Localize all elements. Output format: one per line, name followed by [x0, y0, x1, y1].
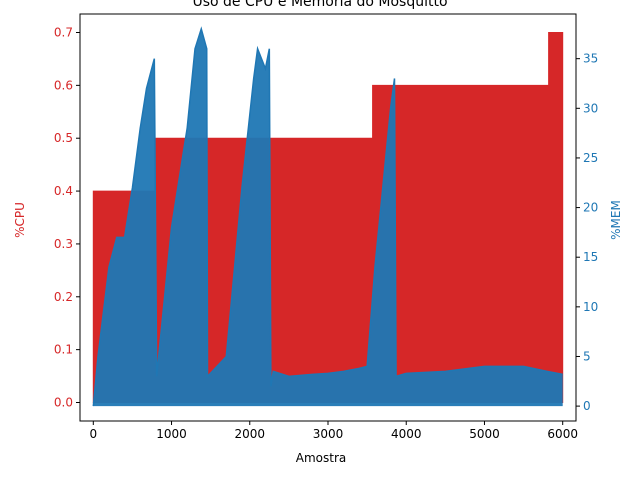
x-axis-label: Amostra [296, 451, 346, 465]
mem-area [93, 28, 563, 407]
x-tick-label: 6000 [547, 427, 578, 441]
y-left-axis-ticks: 0.0 0.1 0.2 0.3 0.4 0.5 0.6 0.7 [54, 26, 80, 410]
mem-series [92, 26, 563, 407]
y-right-tick-label: 10 [583, 300, 598, 314]
y-left-tick-label: 0.2 [54, 290, 73, 304]
y-right-tick-label: 35 [583, 52, 598, 66]
x-tick-label: 5000 [469, 427, 500, 441]
x-tick-label: 4000 [391, 427, 422, 441]
x-tick-label: 0 [89, 427, 97, 441]
y-left-axis-label: %CPU [13, 202, 27, 238]
y-left-tick-label: 0.0 [54, 396, 73, 410]
x-tick-label: 3000 [313, 427, 344, 441]
y-left-tick-label: 0.4 [54, 184, 73, 198]
x-tick-label: 2000 [234, 427, 265, 441]
y-right-tick-label: 5 [583, 349, 591, 363]
x-tick-label: 1000 [156, 427, 187, 441]
mem-line [92, 26, 563, 407]
x-axis-ticks: 0 1000 2000 3000 4000 5000 6000 [89, 421, 578, 441]
chart-title: Uso de CPU e Memória do Mosquitto [192, 0, 447, 10]
y-right-tick-label: 30 [583, 101, 598, 115]
y-right-axis-label: %MEM [609, 200, 623, 240]
y-left-tick-label: 0.1 [54, 343, 73, 357]
y-left-tick-label: 0.5 [54, 131, 73, 145]
y-left-tick-label: 0.6 [54, 78, 73, 92]
y-right-tick-label: 15 [583, 250, 598, 264]
y-left-tick-label: 0.3 [54, 237, 73, 251]
y-right-tick-label: 25 [583, 151, 598, 165]
y-left-tick-label: 0.7 [54, 26, 73, 40]
y-right-tick-label: 20 [583, 201, 598, 215]
y-right-axis-ticks: 0 5 10 15 20 25 30 35 [576, 52, 598, 413]
y-right-tick-label: 0 [583, 399, 591, 413]
